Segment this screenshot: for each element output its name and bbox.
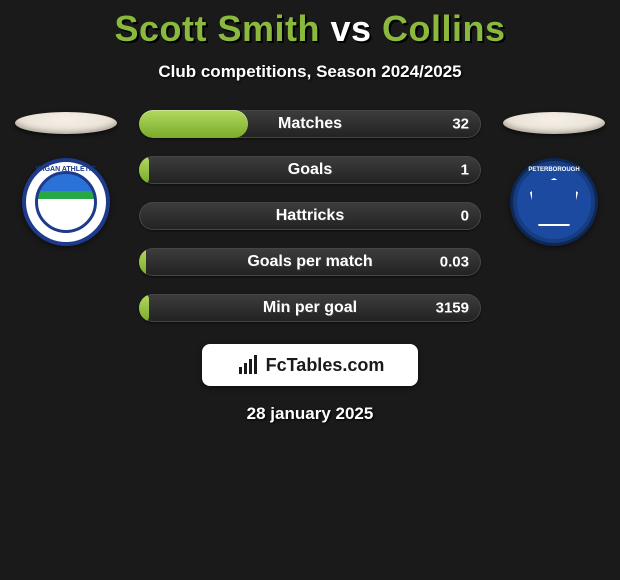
club2-name: PETERBOROUGH <box>528 167 579 173</box>
watermark-badge: FcTables.com <box>202 344 418 386</box>
stat-value: 0 <box>461 208 469 225</box>
player2-avatar <box>503 112 605 134</box>
comparison-card: Scott Smith vs Collins Club competitions… <box>0 0 620 424</box>
left-column: WIGAN ATHLETIC <box>11 106 121 246</box>
stat-label: Hattricks <box>139 207 481 225</box>
comparison-body: WIGAN ATHLETIC Matches32Goals1Hattricks0… <box>0 106 620 322</box>
chart-icon <box>236 353 260 377</box>
stat-bar: Goals1 <box>139 156 481 184</box>
club2-crest: PETERBOROUGH <box>510 158 598 246</box>
player2-name: Collins <box>382 8 506 49</box>
club1-crest: WIGAN ATHLETIC <box>22 158 110 246</box>
stat-bar: Hattricks0 <box>139 202 481 230</box>
right-column: PETERBOROUGH <box>499 106 609 246</box>
club1-name: WIGAN ATHLETIC <box>36 166 96 173</box>
stat-label: Goals per match <box>139 253 481 271</box>
vs-text: vs <box>330 8 371 49</box>
page-title: Scott Smith vs Collins <box>114 8 505 50</box>
watermark-text: FcTables.com <box>266 355 385 376</box>
stat-value: 1 <box>461 162 469 179</box>
player1-avatar <box>15 112 117 134</box>
date-text: 28 january 2025 <box>247 404 374 424</box>
stat-value: 32 <box>452 116 469 133</box>
stat-label: Min per goal <box>139 299 481 317</box>
stat-bar: Min per goal3159 <box>139 294 481 322</box>
stat-bar: Goals per match0.03 <box>139 248 481 276</box>
player1-name: Scott Smith <box>114 8 320 49</box>
stat-value: 0.03 <box>440 254 469 271</box>
stat-label: Goals <box>139 161 481 179</box>
stat-value: 3159 <box>436 300 469 317</box>
stats-bars: Matches32 Goals1 Hattricks0 Goals per match… <box>139 106 481 322</box>
subtitle: Club competitions, Season 2024/2025 <box>158 62 461 82</box>
stat-label: Matches <box>139 115 481 133</box>
stat-bar: Matches32 <box>139 110 481 138</box>
